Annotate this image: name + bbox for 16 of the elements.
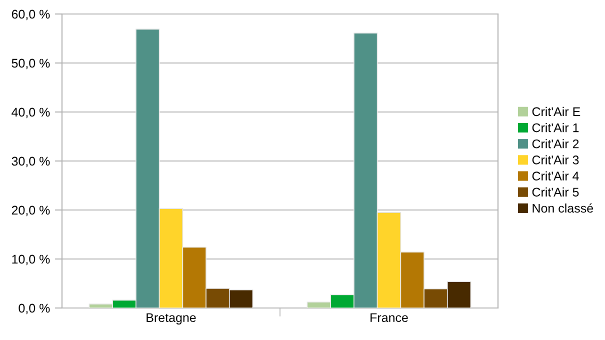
y-tick-label: 0,0 % <box>18 304 50 314</box>
x-tick-label: France <box>370 313 408 322</box>
legend-label: Non classé <box>532 203 593 213</box>
legend-label: Crit'Air 4 <box>532 171 579 180</box>
legend-label: Crit'Air 1 <box>532 123 579 132</box>
y-tick-label: 20,0 % <box>12 206 50 216</box>
y-tick-label: 40,0 % <box>12 108 50 118</box>
x-tick-label: Bretagne <box>146 313 196 325</box>
legend-label: Crit'Air E <box>532 106 580 116</box>
legend-label: Crit'Air 5 <box>532 187 579 197</box>
y-tick-label: 50,0 % <box>12 58 50 70</box>
legend-label: Crit'Air 2 <box>532 139 579 148</box>
legend-label: Crit'Air 3 <box>532 155 579 164</box>
y-tick-label: 10,0 % <box>12 254 50 266</box>
y-tick-label: 30,0 % <box>12 156 50 168</box>
y-tick-label: 60,0 % <box>12 10 50 20</box>
